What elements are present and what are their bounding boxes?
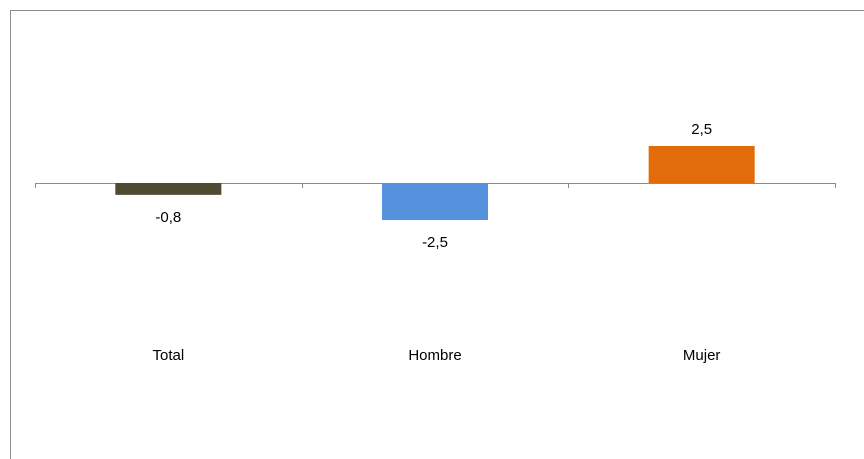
category-label-hombre: Hombre: [408, 347, 461, 364]
data-label-total: -0,8: [155, 209, 181, 226]
bar-total: [115, 183, 222, 195]
bar-hombre: [382, 183, 488, 220]
bar-mujer: [648, 146, 755, 183]
category-label-total: Total: [152, 347, 184, 364]
labels-layer: -0,8 Total -2,5 Hombre 2,5 Mujer: [152, 121, 720, 364]
chart-border: [10, 10, 864, 459]
category-label-mujer: Mujer: [683, 347, 721, 364]
bars-layer: [115, 146, 755, 220]
data-label-hombre: -2,5: [422, 234, 448, 251]
data-label-mujer: 2,5: [691, 121, 712, 138]
